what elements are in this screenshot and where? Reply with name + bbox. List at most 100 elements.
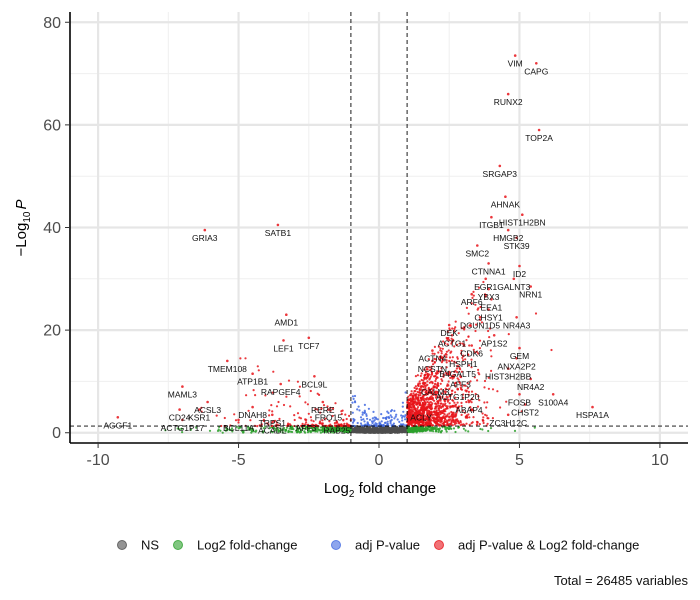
data-point [387, 427, 390, 430]
data-point [455, 410, 459, 413]
data-point [295, 431, 298, 434]
data-point [418, 382, 421, 385]
data-point [304, 401, 307, 404]
gene-label: ITGB1 [479, 220, 504, 230]
data-point [439, 421, 442, 424]
data-point [482, 416, 485, 419]
data-point [356, 408, 359, 411]
data-point [436, 419, 439, 422]
data-point [482, 280, 485, 284]
data-point [433, 410, 436, 413]
data-point [412, 408, 415, 411]
data-point [181, 418, 184, 422]
data-point [395, 425, 398, 428]
data-point [506, 92, 510, 96]
data-point [317, 428, 320, 431]
data-point [423, 414, 426, 417]
data-point [407, 398, 410, 402]
data-point [344, 413, 347, 416]
data-point [456, 406, 459, 409]
data-point [422, 412, 425, 415]
data-point [515, 236, 518, 240]
data-point [491, 417, 494, 420]
gene-label: ZC3H12C [489, 418, 527, 428]
data-point [470, 401, 473, 404]
data-point [372, 420, 375, 423]
data-point [315, 426, 318, 430]
data-point [285, 313, 288, 317]
data-point [425, 428, 428, 431]
data-point [303, 430, 306, 433]
data-point [434, 375, 437, 378]
data-point [450, 389, 453, 392]
data-point [262, 419, 265, 422]
data-point [200, 410, 203, 413]
data-point [467, 312, 470, 315]
data-point [312, 424, 315, 427]
data-point [438, 404, 442, 408]
data-point [252, 389, 255, 392]
data-point [446, 383, 449, 386]
data-point [220, 424, 223, 428]
data-point [351, 421, 355, 424]
gene-label: FRO15 [315, 413, 343, 423]
data-point [426, 372, 429, 375]
data-point [423, 394, 426, 397]
data-point [330, 431, 333, 434]
gene-label: CAPG [524, 66, 548, 76]
data-point [254, 430, 257, 433]
data-point [529, 285, 532, 288]
data-point [375, 422, 378, 426]
data-point [307, 336, 311, 340]
data-point [478, 347, 481, 350]
data-point [401, 415, 405, 418]
data-point [464, 415, 467, 418]
data-point [410, 412, 414, 415]
data-point [423, 376, 426, 379]
data-point [426, 380, 429, 383]
data-point [352, 429, 355, 432]
gene-label: RUNX2 [494, 97, 523, 107]
gene-label: BCL9L [301, 379, 327, 389]
gene-label: GALNT3 [497, 282, 530, 292]
data-point [472, 416, 475, 419]
data-point [443, 397, 446, 400]
data-point [438, 423, 441, 426]
data-point [473, 351, 476, 354]
gene-label: DNAH8 [238, 410, 267, 420]
data-point [322, 426, 325, 429]
data-point [331, 427, 334, 431]
data-point [356, 426, 360, 429]
data-point [486, 422, 489, 425]
data-point [410, 421, 413, 424]
data-point [415, 431, 418, 434]
data-point [340, 412, 343, 416]
data-point [470, 302, 473, 305]
data-point [471, 296, 474, 299]
data-point [313, 427, 316, 430]
data-point [333, 422, 336, 425]
data-point [407, 416, 410, 420]
data-point [299, 430, 303, 434]
data-point [529, 377, 532, 381]
data-point [487, 417, 490, 420]
data-point [437, 428, 440, 431]
data-point [448, 415, 452, 418]
data-point [363, 427, 366, 430]
data-point [409, 419, 412, 422]
data-point [473, 376, 476, 379]
gene-label: DCUN1D5 [460, 320, 500, 330]
data-point [469, 406, 472, 409]
data-point [342, 419, 345, 422]
data-point [244, 357, 247, 360]
data-point [433, 345, 436, 348]
data-point [435, 414, 438, 417]
data-point [372, 428, 375, 431]
data-point [448, 387, 451, 390]
data-point [431, 359, 434, 363]
data-point [454, 420, 457, 423]
data-point [418, 427, 422, 430]
data-point [428, 377, 432, 380]
data-point [404, 391, 407, 394]
data-point [472, 290, 475, 293]
